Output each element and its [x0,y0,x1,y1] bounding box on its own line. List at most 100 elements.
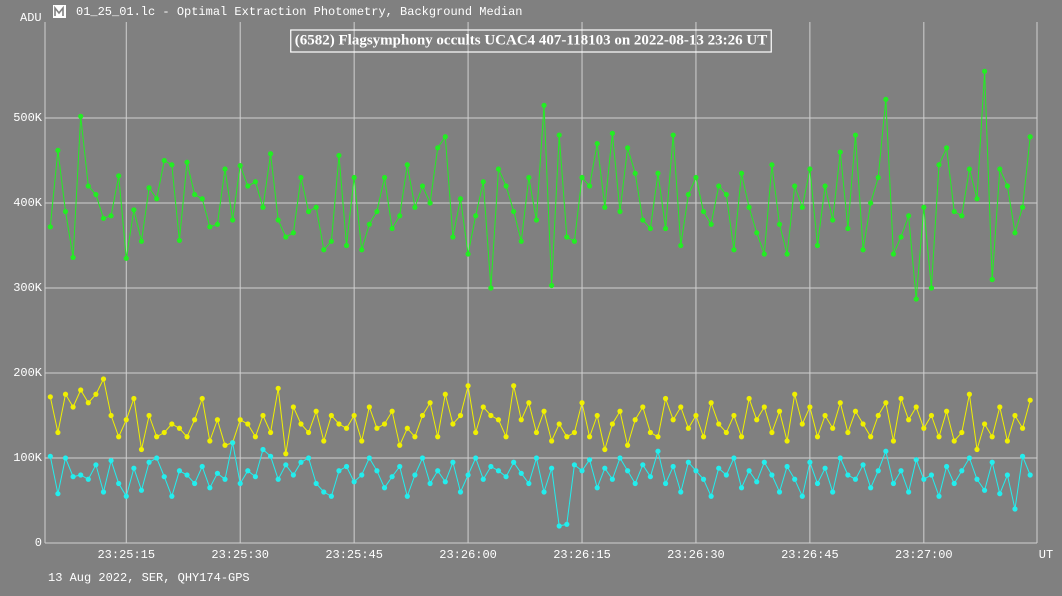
data-point [647,474,653,480]
data-point [450,459,456,465]
data-point [662,225,669,232]
data-point [723,429,729,436]
data-point [123,417,129,423]
data-point [419,183,426,189]
data-point [845,225,851,232]
data-point [199,395,205,402]
data-point [351,412,357,419]
series-line [49,71,1031,300]
data-point [1019,453,1026,459]
data-point [100,215,107,221]
data-point [328,493,334,499]
data-point [260,204,266,210]
data-point [480,404,486,410]
data-point [146,185,152,191]
data-point [359,438,365,444]
data-point [305,208,312,215]
data-point [640,462,646,468]
data-point [883,400,889,406]
data-point [381,485,388,491]
data-point [184,159,190,165]
data-point [814,480,821,487]
data-point [146,412,152,419]
data-point [169,162,175,168]
data-point [412,434,418,440]
data-point [860,247,866,253]
data-point [321,489,327,495]
data-point [670,132,676,138]
data-point [602,204,608,210]
data-point [723,472,729,478]
data-point [450,421,456,427]
data-point [169,493,175,499]
data-point [921,204,927,210]
data-point [981,487,988,493]
data-point [746,204,752,210]
data-point [951,208,957,215]
data-point [571,462,578,468]
data-point [298,459,304,465]
data-point [260,412,266,419]
data-point [936,434,942,440]
data-point [199,196,205,202]
data-point [807,166,813,172]
data-point [55,147,61,153]
data-point [123,255,129,261]
data-point [336,421,342,427]
data-point [731,412,737,419]
data-point [283,234,289,240]
data-point [55,429,61,436]
data-point [784,463,790,470]
data-point [921,425,927,431]
data-point [549,282,555,289]
data-point [275,385,281,391]
data-point [85,476,91,482]
y-tick-label: 500K [13,111,43,125]
data-point [906,213,912,219]
data-point [830,217,836,223]
data-point [708,493,714,499]
data-point [518,238,524,244]
data-point [313,204,319,210]
data-point [875,468,881,474]
data-point [594,412,600,419]
data-point [192,191,198,198]
data-point [981,421,988,427]
data-point [176,237,183,244]
data-point [298,421,304,427]
data-point [708,221,714,227]
data-point [594,485,600,491]
data-point [883,96,889,102]
data-point [343,242,350,249]
data-point [169,421,175,427]
data-point [85,183,91,189]
data-point [594,140,600,147]
data-point [222,442,228,448]
series-line [49,377,1031,454]
data-point [890,480,897,487]
data-point [184,434,190,440]
data-point [161,157,167,164]
data-point [93,191,99,198]
data-point [488,285,494,291]
x-tick-label: 23:26:15 [553,548,611,562]
data-point [693,174,699,181]
data-point [503,183,509,189]
data-point [154,434,160,440]
data-point [890,251,897,257]
data-point [374,208,380,215]
data-point [792,183,798,189]
data-point [381,421,388,427]
data-point [807,404,813,410]
data-point [381,174,388,181]
data-point [814,242,821,249]
data-point [776,489,783,495]
data-point [928,412,935,419]
data-point [290,230,296,236]
x-tick-label: 23:26:00 [439,548,497,562]
data-point [1027,472,1033,478]
data-point [283,462,289,468]
data-point [465,251,471,257]
data-point [230,217,236,223]
data-point [966,391,972,397]
